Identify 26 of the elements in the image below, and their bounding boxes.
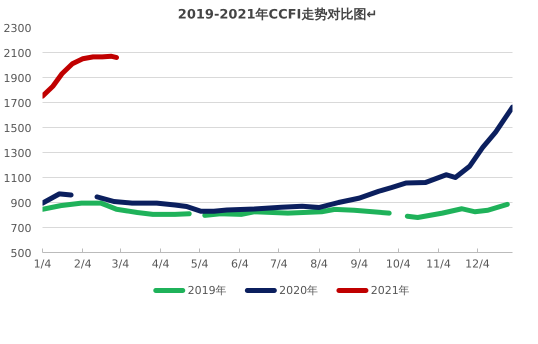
x-tick-label: 8/4 bbox=[310, 258, 328, 270]
x-tick-label: 9/4 bbox=[350, 258, 368, 270]
y-tick-label: 1300 bbox=[4, 147, 32, 160]
x-tick-label: 5/4 bbox=[190, 258, 208, 270]
x-tick-label: 4/4 bbox=[152, 258, 170, 270]
x-tick-label: 11/4 bbox=[426, 258, 451, 270]
x-tick-label: 10/4 bbox=[386, 258, 411, 270]
x-tick-label: 3/4 bbox=[112, 258, 130, 270]
y-tick-label: 1700 bbox=[4, 97, 32, 110]
y-tick-label: 1900 bbox=[4, 72, 32, 85]
x-tick-label: 1/4 bbox=[34, 258, 52, 270]
y-tick-label: 500 bbox=[10, 247, 32, 260]
y-tick-label: 1500 bbox=[4, 122, 32, 135]
legend-label: 2021年 bbox=[370, 284, 410, 297]
legend-label: 2020年 bbox=[279, 284, 318, 297]
x-tick-label: 2/4 bbox=[74, 258, 92, 270]
x-tick-label: 12/4 bbox=[465, 258, 490, 270]
y-tick-label: 1100 bbox=[4, 172, 32, 185]
y-tick-label: 700 bbox=[10, 222, 32, 235]
x-tick-label: 6/4 bbox=[230, 258, 249, 270]
chart-title: 2019-2021年CCFI走势对比图↵ bbox=[178, 6, 378, 22]
x-tick-label: 7/4 bbox=[270, 258, 288, 270]
y-tick-label: 2300 bbox=[4, 22, 32, 35]
y-tick-label: 900 bbox=[10, 197, 32, 210]
legend-label: 2019年 bbox=[188, 284, 227, 297]
y-tick-label: 2100 bbox=[4, 47, 32, 60]
